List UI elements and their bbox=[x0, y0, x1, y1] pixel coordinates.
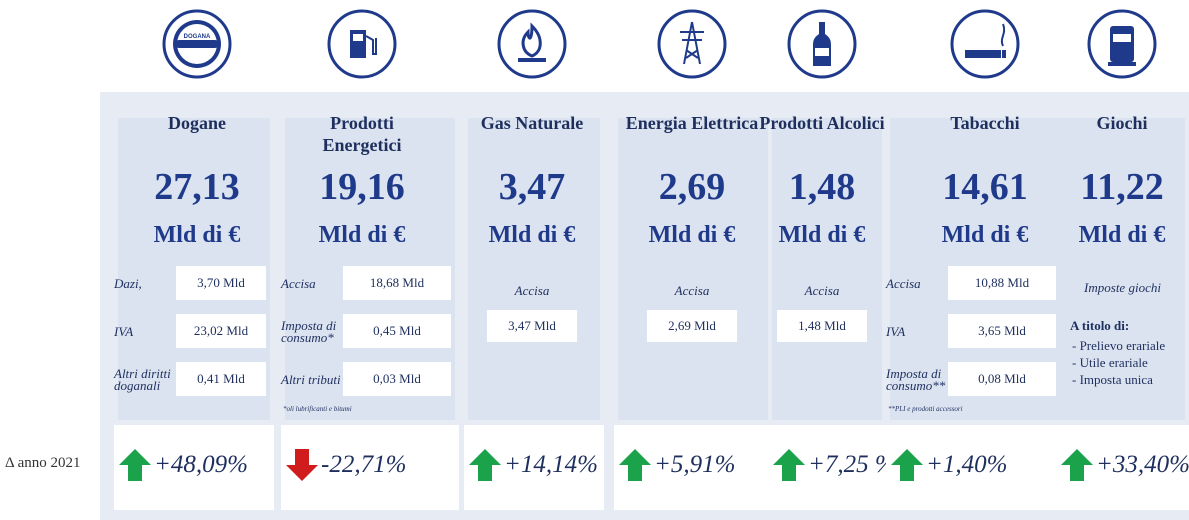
item-value: 1,48 Mld bbox=[777, 310, 867, 342]
item-value: 3,65 Mld bbox=[948, 314, 1056, 348]
column-panel bbox=[468, 118, 600, 420]
column-name: Tabacchi bbox=[950, 113, 1020, 133]
item-label: Imposte giochi bbox=[1084, 280, 1161, 295]
change-box: +14,14% bbox=[464, 425, 604, 510]
item-label: Imposta di consumo** bbox=[886, 366, 946, 393]
change: +48,09% bbox=[154, 451, 248, 478]
unit: Mld di € bbox=[648, 222, 736, 248]
item-value: 3,47 Mld bbox=[487, 310, 577, 342]
change: +1,40% bbox=[926, 451, 1008, 478]
unit: Mld di € bbox=[778, 222, 866, 248]
icon bbox=[657, 9, 727, 79]
trend-arrow bbox=[1061, 449, 1093, 481]
value: 11,22 bbox=[1080, 166, 1164, 208]
unit: Mld di € bbox=[1078, 222, 1166, 248]
icon: DOGANA DOUANE bbox=[162, 9, 232, 79]
value: 1,48 bbox=[788, 166, 856, 208]
column-name: Gas Naturale bbox=[480, 113, 584, 133]
list-title: A titolo di: bbox=[1070, 318, 1130, 333]
item-value: 0,41 Mld bbox=[176, 362, 266, 396]
list-item: - Imposta unica bbox=[1072, 372, 1153, 387]
icon bbox=[950, 9, 1020, 79]
note: **PLI e prodotti accessori bbox=[888, 405, 963, 413]
change-box: +5,91% bbox=[614, 425, 772, 510]
column-panel bbox=[772, 118, 882, 420]
column-panel bbox=[618, 118, 768, 420]
change-box: +33,40% bbox=[1056, 425, 1189, 510]
change: +14,14% bbox=[504, 451, 598, 478]
icon bbox=[1087, 9, 1157, 79]
item-label: Accisa bbox=[281, 276, 316, 291]
value: 3,47 bbox=[498, 166, 566, 208]
trend-arrow bbox=[119, 449, 151, 481]
icon-text: DOGANA bbox=[184, 34, 211, 40]
item-label: Altri tributi bbox=[281, 372, 341, 387]
change: +33,40% bbox=[1096, 451, 1189, 478]
item-value: 0,45 Mld bbox=[343, 314, 451, 348]
change-box: +1,40% bbox=[886, 425, 1064, 510]
unit: Mld di € bbox=[941, 222, 1029, 248]
trend-arrow bbox=[773, 449, 805, 481]
item-label: IVA bbox=[886, 324, 906, 339]
item-value: 23,02 Mld bbox=[176, 314, 266, 348]
icon bbox=[327, 9, 397, 79]
column-name: Prodotti Alcolici bbox=[759, 113, 885, 133]
icon-text: DOUANE bbox=[184, 49, 210, 55]
icon bbox=[497, 9, 567, 79]
change: -22,71% bbox=[321, 451, 407, 478]
trend-arrow bbox=[469, 449, 501, 481]
item-label: Accisa bbox=[886, 276, 921, 291]
change: +5,91% bbox=[654, 451, 736, 478]
list-item: - Utile erariale bbox=[1072, 355, 1148, 370]
change-box: +7,25 % bbox=[768, 425, 896, 510]
item-value: 18,68 Mld bbox=[343, 266, 451, 300]
item-label: IVA bbox=[114, 324, 134, 339]
value: 19,16 bbox=[319, 166, 405, 208]
item-value: 2,69 Mld bbox=[647, 310, 737, 342]
unit: Mld di € bbox=[488, 222, 576, 248]
trend-arrow bbox=[891, 449, 923, 481]
column-name: Dogane bbox=[168, 113, 226, 133]
item-label: Accisa bbox=[804, 283, 840, 298]
column-name: Giochi bbox=[1096, 113, 1148, 133]
note: *oli lubrificanti e bitumi bbox=[283, 405, 352, 413]
item-value: 0,03 Mld bbox=[343, 362, 451, 396]
change-box: -22,71% bbox=[281, 425, 459, 510]
column-panel bbox=[1060, 118, 1185, 420]
value: 2,69 bbox=[658, 166, 726, 208]
item-label: Accisa bbox=[674, 283, 710, 298]
list-item: - Prelievo erariale bbox=[1072, 338, 1166, 353]
column-name: Prodotti Energetici bbox=[322, 113, 402, 155]
unit: Mld di € bbox=[318, 222, 406, 248]
value: 27,13 bbox=[154, 166, 240, 208]
change-box: +48,09% bbox=[114, 425, 274, 510]
item-label: Altri diritti doganali bbox=[114, 366, 171, 393]
change: +7,25 % bbox=[808, 451, 896, 478]
side-label: Δ anno 2021 bbox=[5, 455, 81, 471]
item-label: Accisa bbox=[514, 283, 550, 298]
value: 14,61 bbox=[942, 166, 1028, 208]
trend-arrow bbox=[286, 449, 318, 481]
item-label: Imposta di consumo* bbox=[281, 318, 337, 345]
unit: Mld di € bbox=[153, 222, 241, 248]
item-value: 10,88 Mld bbox=[948, 266, 1056, 300]
item-value: 3,70 Mld bbox=[176, 266, 266, 300]
trend-arrow bbox=[619, 449, 651, 481]
item-value: 0,08 Mld bbox=[948, 362, 1056, 396]
item-label: Dazi, bbox=[114, 276, 142, 291]
icon bbox=[787, 9, 857, 79]
column-name: Energia Elettrica bbox=[625, 113, 759, 133]
